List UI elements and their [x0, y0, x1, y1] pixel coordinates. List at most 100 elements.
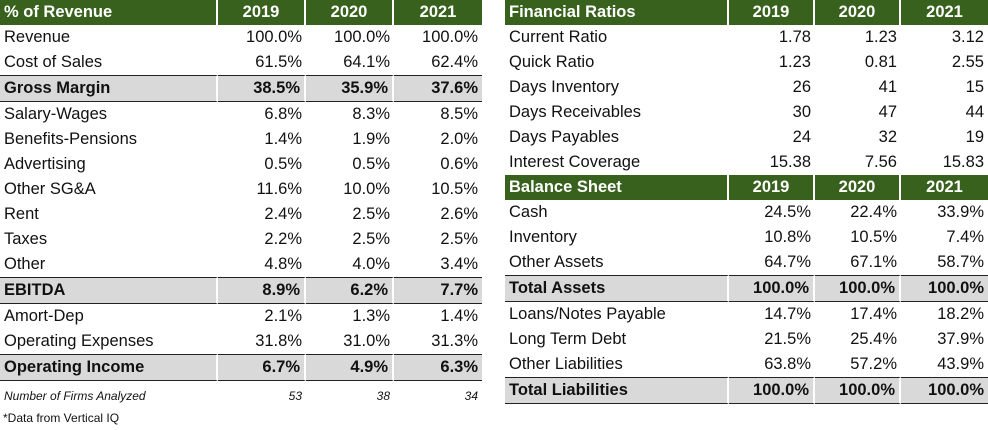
row-value: 25.4% [850, 330, 897, 348]
table-row-total: Total Assets 100.0% 100.0% 100.0% [505, 275, 988, 302]
row-value: 58.7% [937, 253, 984, 271]
table-row: Long Term Debt 21.5% 25.4% 37.9% [505, 327, 988, 352]
row-value: 0.6% [440, 155, 478, 173]
row-label: Other Liabilities [509, 355, 623, 373]
firms-analyzed-row: Number of Firms Analyzed 53 38 34 [0, 381, 482, 411]
row-value: 2.6% [440, 205, 478, 223]
row-label: Other SG&A [4, 180, 96, 198]
row-value: 8.5% [440, 105, 478, 123]
row-value: 35.9% [306, 75, 394, 102]
row-label: Benefits-Pensions [4, 130, 137, 148]
row-value: 14.7% [764, 305, 811, 323]
row-value: 41 [878, 78, 897, 96]
row-value: 64.1% [343, 53, 390, 71]
table-row: Other Liabilities 63.8% 57.2% 43.9% [505, 352, 988, 377]
row-value: 3.4% [440, 255, 478, 273]
row-value: 15.83 [942, 153, 984, 171]
row-value: 2.1% [264, 307, 302, 325]
row-value: 64.7% [764, 253, 811, 271]
table-row: Loans/Notes Payable 14.7% 17.4% 18.2% [505, 302, 988, 327]
table-row-total: EBITDA 8.9% 6.2% 7.7% [0, 277, 482, 304]
row-value: 3.12 [951, 28, 984, 46]
revenue-percent-table: % of Revenue 2019 2020 2021 Revenue 100.0… [0, 0, 482, 411]
table-row-total: Total Liabilities 100.0% 100.0% 100.0% [505, 377, 988, 404]
row-label: Other Assets [509, 253, 604, 271]
header-label: Financial Ratios [505, 0, 729, 25]
row-value: 1.9% [352, 130, 390, 148]
data-source-note: *Data from Vertical IQ [3, 411, 120, 425]
row-value: 19 [965, 128, 984, 146]
table-row: Days Inventory 26 41 15 [505, 75, 988, 100]
row-value: 0.81 [864, 53, 897, 71]
table-row: Cost of Sales 61.5% 64.1% 62.4% [0, 50, 482, 75]
row-value: 7.4% [946, 228, 984, 246]
row-value: 61.5% [255, 53, 302, 71]
row-value: 24 [792, 128, 811, 146]
table-row: Days Payables 24 32 19 [505, 125, 988, 150]
row-value: 1.3% [352, 307, 390, 325]
table-row: Current Ratio 1.78 1.23 3.12 [505, 25, 988, 50]
table-row: Days Receivables 30 47 44 [505, 100, 988, 125]
row-value: 63.8% [764, 355, 811, 373]
row-label: Total Liabilities [505, 377, 729, 404]
table-row-total: Gross Margin 38.5% 35.9% 37.6% [0, 75, 482, 102]
header-year: 2019 [729, 175, 815, 200]
row-value: 47 [878, 103, 897, 121]
row-value: 33.9% [937, 203, 984, 221]
row-label: Rent [4, 205, 39, 223]
row-value: 43.9% [937, 355, 984, 373]
row-value: 100.0% [422, 28, 478, 46]
row-value: 1.78 [778, 28, 811, 46]
row-value: 2.4% [264, 205, 302, 223]
header-year: 2021 [901, 0, 988, 25]
row-value: 7.56 [864, 153, 897, 171]
header-year: 2020 [815, 175, 901, 200]
table-row: Rent 2.4% 2.5% 2.6% [0, 202, 482, 227]
table-row: Advertising 0.5% 0.5% 0.6% [0, 152, 482, 177]
row-value: 10.0% [343, 180, 390, 198]
header-year: 2021 [394, 0, 482, 25]
row-value: 21.5% [764, 330, 811, 348]
row-value: 8.3% [352, 105, 390, 123]
firms-label: Number of Firms Analyzed [4, 389, 146, 403]
row-value: 1.23 [778, 53, 811, 71]
row-value: 22.4% [850, 203, 897, 221]
firms-count: 38 [376, 389, 390, 403]
row-label: Inventory [509, 228, 577, 246]
row-value: 6.7% [218, 354, 306, 381]
table-row: Taxes 2.2% 2.5% 2.5% [0, 227, 482, 252]
row-label: Revenue [4, 28, 71, 46]
table-row: Amort-Dep 2.1% 1.3% 1.4% [0, 304, 482, 329]
row-value: 38.5% [218, 75, 306, 102]
row-value: 31.8% [255, 332, 302, 350]
row-value: 100.0% [901, 377, 988, 404]
header-year: 2021 [901, 175, 988, 200]
row-label: Operating Expenses [4, 332, 154, 350]
row-label: Days Inventory [509, 78, 620, 96]
row-value: 1.4% [440, 307, 478, 325]
row-label: Loans/Notes Payable [509, 305, 666, 323]
row-value: 24.5% [764, 203, 811, 221]
header-label: Balance Sheet [505, 175, 729, 200]
row-value: 6.2% [306, 277, 394, 304]
row-value: 0.5% [264, 155, 302, 173]
row-value: 6.3% [394, 354, 482, 381]
row-value: 32 [878, 128, 897, 146]
row-value: 30 [792, 103, 811, 121]
row-value: 15.38 [769, 153, 811, 171]
balance-sheet-header: Balance Sheet 2019 2020 2021 [505, 175, 988, 200]
table-row: Interest Coverage 15.38 7.56 15.83 [505, 150, 988, 175]
row-value: 8.9% [218, 277, 306, 304]
row-value: 100.0% [729, 377, 815, 404]
row-label: Days Receivables [509, 103, 642, 121]
table-row: Benefits-Pensions 1.4% 1.9% 2.0% [0, 127, 482, 152]
row-value: 4.9% [306, 354, 394, 381]
row-value: 37.9% [937, 330, 984, 348]
table-row: Other Assets 64.7% 67.1% 58.7% [505, 250, 988, 275]
row-label: Taxes [4, 230, 48, 248]
row-value: 100.0% [815, 377, 901, 404]
row-value: 100.0% [815, 275, 901, 302]
row-value: 1.23 [864, 28, 897, 46]
row-label: Salary-Wages [4, 105, 108, 123]
row-value: 2.5% [352, 205, 390, 223]
